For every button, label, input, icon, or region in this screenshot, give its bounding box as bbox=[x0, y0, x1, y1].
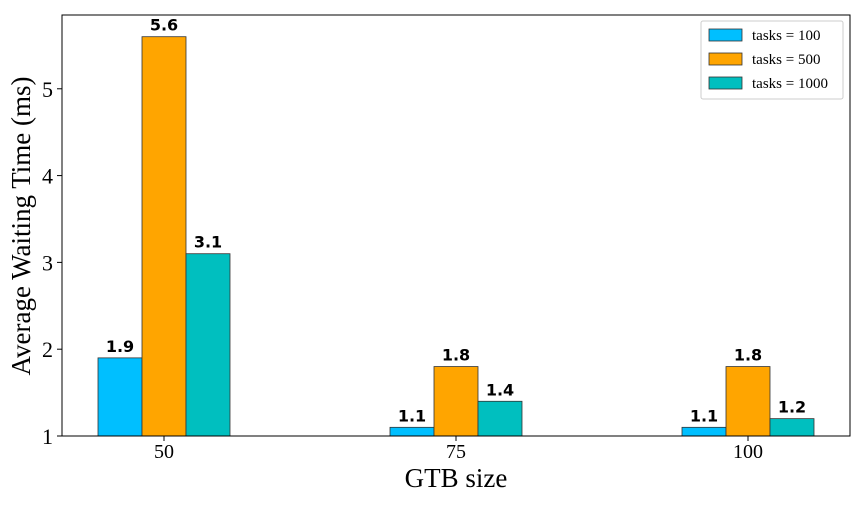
bar-tasks-100-50 bbox=[97, 357, 143, 437]
y-axis: 1 2 3 4 5 bbox=[42, 77, 62, 449]
data-label: 1.4 bbox=[486, 380, 514, 399]
y-tick-label: 3 bbox=[42, 250, 53, 275]
x-axis: 50 75 100 bbox=[154, 436, 763, 463]
x-tick-label: 50 bbox=[154, 441, 174, 463]
data-label: 1.2 bbox=[778, 398, 806, 417]
y-tick-label: 1 bbox=[42, 424, 53, 449]
data-label: 3.1 bbox=[194, 233, 222, 252]
legend-label: tasks = 1000 bbox=[752, 76, 828, 92]
bar-tasks-500-50 bbox=[141, 36, 187, 437]
legend-swatch bbox=[708, 28, 743, 42]
legend-label: tasks = 100 bbox=[752, 28, 820, 44]
bar-tasks-1000-75 bbox=[477, 400, 523, 437]
data-label: 1.8 bbox=[734, 346, 762, 365]
x-axis-title: GTB size bbox=[405, 463, 508, 493]
data-label: 1.8 bbox=[442, 346, 470, 365]
bar-tasks-500-75 bbox=[433, 366, 479, 437]
bar-tasks-100-100 bbox=[681, 426, 727, 437]
x-tick-label: 100 bbox=[733, 441, 763, 463]
data-label: 5.6 bbox=[150, 16, 178, 35]
data-label: 1.1 bbox=[690, 406, 718, 425]
data-label: 1.9 bbox=[106, 337, 134, 356]
data-label: 1.1 bbox=[398, 406, 426, 425]
y-tick-label: 5 bbox=[42, 77, 53, 102]
bar-tasks-500-100 bbox=[725, 366, 771, 437]
bar-tasks-1000-50 bbox=[185, 253, 231, 437]
legend: tasks = 100 tasks = 500 tasks = 1000 bbox=[700, 20, 844, 100]
legend-label: tasks = 500 bbox=[752, 52, 820, 68]
data-labels-layer: 1.9 1.1 1.1 5.6 1.8 1.8 3.1 1.4 1.2 bbox=[106, 16, 806, 426]
bars-layer bbox=[97, 36, 815, 437]
y-tick-label: 2 bbox=[42, 337, 53, 362]
y-axis-title: Average Waiting Time (ms) bbox=[6, 76, 36, 375]
legend-swatch bbox=[708, 52, 743, 66]
bar-tasks-100-75 bbox=[389, 426, 435, 437]
bar-tasks-1000-100 bbox=[769, 418, 815, 437]
y-tick-label: 4 bbox=[42, 164, 53, 189]
legend-swatch bbox=[708, 76, 743, 90]
x-tick-label: 75 bbox=[446, 441, 466, 463]
